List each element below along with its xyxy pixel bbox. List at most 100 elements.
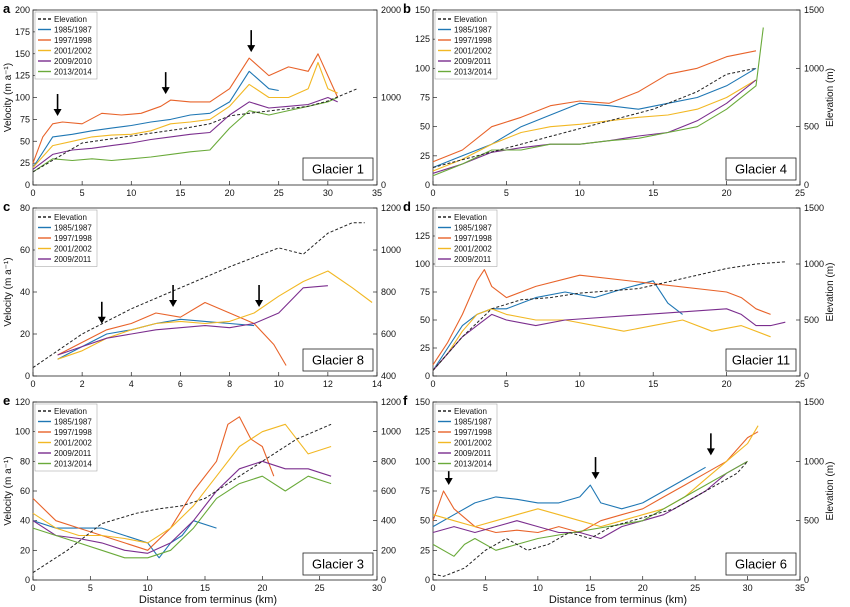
x-tick-label: 25 [274, 188, 284, 198]
series-line-2001-2002 [32, 423, 332, 544]
arrow-head [591, 472, 600, 480]
y2-tick-label: 600 [381, 329, 396, 339]
x-tick-label: 15 [648, 188, 658, 198]
x-tick-label: 15 [585, 583, 595, 593]
y2-tick-label: 400 [381, 371, 396, 381]
y-tick-label: 175 [15, 27, 30, 37]
legend-box [34, 403, 98, 472]
glacier-title-box [725, 552, 797, 576]
x-tick-label: 0 [430, 188, 435, 198]
glacier-title-box [302, 552, 374, 576]
legend-label: 1997/1998 [54, 36, 92, 45]
legend-box [34, 11, 98, 80]
y-tick-label: 150 [415, 203, 430, 213]
x-tick-label: 0 [430, 583, 435, 593]
arrow-head [706, 448, 715, 456]
series-line-2001-2002 [432, 425, 759, 528]
x-tick-label: 35 [372, 188, 382, 198]
y-tick-label: 0 [425, 371, 430, 381]
y2-tick-label: 500 [804, 122, 819, 132]
series-line-1997-1998 [432, 50, 757, 163]
x-tick-label: 10 [575, 379, 585, 389]
y2-tick-label: 1000 [381, 427, 401, 437]
arrow-head [247, 45, 256, 53]
panel-letter: b [403, 1, 411, 16]
y-tick-label: 0 [425, 180, 430, 190]
legend-label: 2009/2011 [454, 57, 492, 66]
x-tick-label: 10 [533, 583, 543, 593]
series-line-2009-2011 [432, 79, 757, 174]
y-tick-label: 60 [20, 486, 30, 496]
series-line-2013-2014 [432, 27, 764, 177]
y2-axis-label: Elevation (m) [825, 263, 836, 322]
series-line-2001-2002 [432, 79, 757, 172]
glacier-title-box [302, 157, 374, 181]
legend-label: Elevation [54, 407, 87, 416]
y2-tick-label: 800 [381, 287, 396, 297]
x-tick-label: 5 [504, 188, 509, 198]
legend-label: 2013/2014 [454, 460, 492, 469]
legend-label: 2001/2002 [54, 245, 92, 254]
y2-tick-label: 500 [804, 516, 819, 526]
series-line-1997-1998 [32, 53, 339, 164]
legend-box [434, 11, 498, 80]
series-line-1985-1987 [32, 70, 279, 168]
x-tick-label: 10 [575, 188, 585, 198]
x-tick-label: 20 [638, 583, 648, 593]
legend-label: 2013/2014 [54, 68, 92, 77]
y2-tick-label: 1000 [804, 456, 824, 466]
y-tick-label: 25 [420, 545, 430, 555]
x-tick-label: 5 [88, 583, 93, 593]
x-tick-label: 30 [743, 583, 753, 593]
y2-tick-label: 800 [381, 456, 396, 466]
legend-label: 2013/2014 [54, 460, 92, 469]
y-tick-label: 50 [420, 315, 430, 325]
elevation-line [432, 67, 757, 168]
x-tick-label: 30 [372, 583, 382, 593]
panel-b: 0 5 10 15 20 250255075100125150050010001500El… [403, 1, 836, 198]
legend-label: 1997/1998 [54, 234, 92, 243]
panel-d: 0 5 10 15 20 250255075100125150050010001500El… [403, 199, 836, 389]
series-line-2009-2011 [432, 308, 786, 371]
y2-tick-label: 1200 [381, 203, 401, 213]
y-axis-label: Velocity (m a⁻¹) [3, 257, 14, 326]
y-tick-label: 50 [420, 516, 430, 526]
x-tick-label: 15 [175, 188, 185, 198]
x-tick-label: 5 [80, 188, 85, 198]
legend-label: Elevation [54, 15, 87, 24]
series-line-1997-1998 [432, 269, 771, 366]
y-tick-label: 25 [420, 151, 430, 161]
series-line-2013-2014 [32, 96, 338, 173]
legend-label: 1985/1987 [454, 418, 492, 427]
x-tick-label: 5 [483, 583, 488, 593]
panel-letter: d [403, 199, 411, 214]
elevation-line [432, 460, 748, 577]
panel-c: 0 2 4 6 8 10 12 14 0 20 40 60 80 400 600 800 1000 1200 Vel… [3, 199, 401, 389]
y-tick-label: 20 [20, 329, 30, 339]
y2-tick-label: 1500 [804, 203, 824, 213]
y2-tick-label: 1500 [804, 5, 824, 15]
legend-label: 1985/1987 [54, 26, 92, 35]
y-tick-label: 20 [20, 545, 30, 555]
legend-label: 2001/2002 [54, 47, 92, 56]
x-tick-label: 10 [274, 379, 284, 389]
y-tick-label: 80 [20, 203, 30, 213]
legend-label: 2009/2011 [54, 255, 92, 264]
legend-label: 1985/1987 [54, 418, 92, 427]
legend-label: 2001/2002 [454, 47, 492, 56]
y-tick-label: 125 [415, 34, 430, 44]
y2-tick-label: 1200 [381, 397, 401, 407]
y-tick-label: 50 [20, 136, 30, 146]
arrow-head [169, 300, 178, 307]
arrow-head [161, 87, 170, 95]
y-tick-label: 25 [20, 158, 30, 168]
y2-tick-label: 1000 [381, 245, 401, 255]
x-tick-label: 8 [227, 379, 232, 389]
y2-tick-label: 1000 [381, 93, 401, 103]
elevation-line [32, 423, 332, 574]
y-tick-label: 150 [15, 49, 30, 59]
series-line-1997-1998 [432, 431, 759, 534]
y-tick-label: 100 [415, 63, 430, 73]
y-tick-label: 125 [415, 231, 430, 241]
figure-xlabel-right: Distance from terminus (km) [549, 594, 687, 606]
